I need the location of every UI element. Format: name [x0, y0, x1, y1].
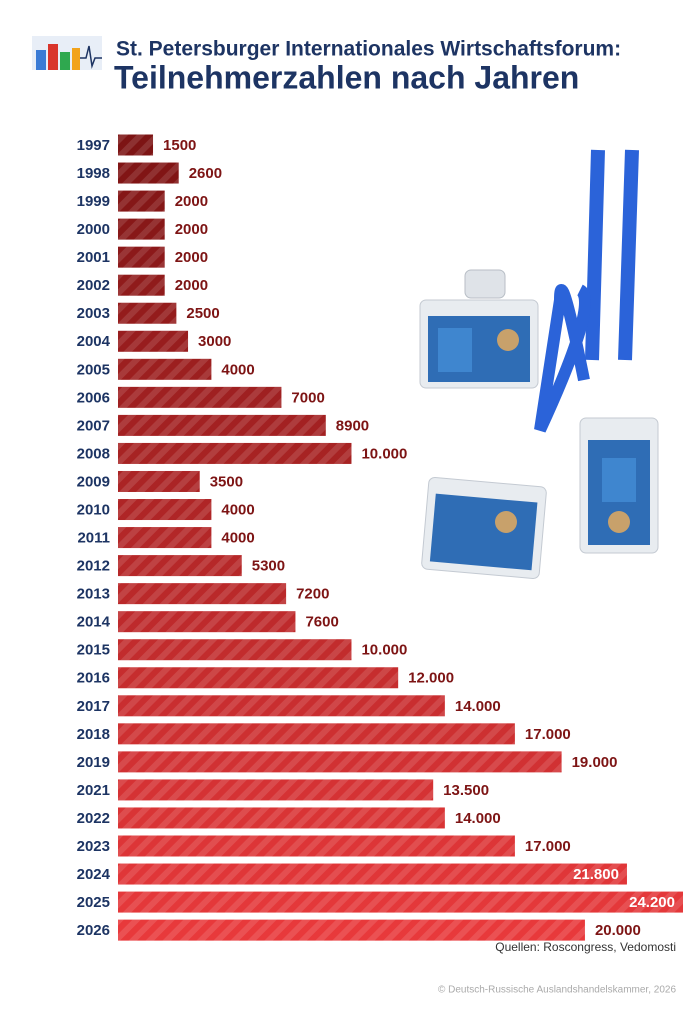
y-tick-label: 2013 — [77, 586, 110, 603]
bar-stripes — [118, 695, 445, 717]
y-tick-label: 2008 — [77, 445, 110, 462]
y-tick-label: 1999 — [77, 193, 110, 210]
bar-stripes — [118, 919, 585, 941]
bar-stripes — [118, 386, 282, 408]
value-label: 10.000 — [361, 642, 407, 659]
y-tick-label: 2007 — [77, 417, 110, 434]
y-tick-label: 2021 — [77, 782, 110, 799]
value-label: 21.800 — [573, 866, 619, 883]
value-label: 17.000 — [525, 726, 571, 743]
value-label: 1500 — [163, 137, 196, 154]
y-tick-label: 2012 — [77, 558, 110, 575]
y-tick-label: 2018 — [77, 726, 110, 743]
value-label: 24.200 — [629, 894, 675, 911]
value-label: 4000 — [221, 361, 254, 378]
bar-stripes — [118, 499, 212, 521]
value-label: 4000 — [221, 501, 254, 518]
bar-stripes — [118, 414, 326, 436]
bar-stripes — [118, 527, 212, 549]
bar-stripes — [118, 218, 165, 240]
bar-stripes — [118, 807, 445, 829]
value-label: 2000 — [175, 193, 208, 210]
bar-stripes — [118, 667, 399, 689]
y-tick-label: 2009 — [77, 473, 110, 490]
y-tick-label: 2019 — [77, 754, 110, 771]
bar-stripes — [118, 246, 165, 268]
y-tick-label: 2015 — [77, 642, 110, 659]
value-label: 14.000 — [455, 810, 501, 827]
y-tick-label: 2022 — [77, 810, 110, 827]
value-label: 8900 — [336, 417, 369, 434]
bar-stripes — [118, 863, 627, 885]
y-tick-label: 2004 — [77, 333, 111, 350]
value-label: 14.000 — [455, 698, 501, 715]
value-label: 2600 — [189, 165, 222, 182]
bar-stripes — [118, 751, 562, 773]
y-tick-label: 2023 — [77, 838, 110, 855]
y-tick-label: 2011 — [77, 530, 110, 547]
bar-stripes — [118, 330, 189, 352]
illustration — [419, 149, 659, 579]
bar-stripes — [118, 639, 352, 661]
value-label: 7200 — [296, 586, 329, 603]
value-label: 19.000 — [572, 754, 618, 771]
bar-stripes — [118, 583, 287, 605]
value-label: 10.000 — [361, 445, 407, 462]
bar-stripes — [118, 611, 296, 633]
bar-stripes — [118, 555, 242, 577]
y-tick-label: 2002 — [77, 277, 110, 294]
y-tick-label: 2026 — [77, 922, 110, 939]
bar-stripes — [118, 302, 177, 324]
bar-stripes — [118, 442, 352, 464]
y-tick-label: 2006 — [77, 389, 110, 406]
bar-stripes — [118, 274, 165, 296]
value-label: 2000 — [175, 277, 208, 294]
bar-stripes — [118, 891, 683, 913]
y-tick-label: 1998 — [77, 165, 110, 182]
value-label: 7000 — [291, 389, 324, 406]
bar-stripes — [118, 470, 200, 492]
y-tick-label: 2024 — [77, 866, 111, 883]
y-tick-label: 2003 — [77, 305, 110, 322]
bar-stripes — [118, 162, 179, 184]
y-tick-label: 2014 — [77, 614, 111, 631]
y-tick-label: 2025 — [77, 894, 110, 911]
value-label: 4000 — [221, 530, 254, 547]
chart-title: St. Petersburger Internationales Wirtsch… — [116, 38, 621, 61]
y-tick-label: 2005 — [77, 361, 110, 378]
bar-stripes — [118, 358, 212, 380]
y-tick-label: 2010 — [77, 501, 110, 518]
value-label: 2000 — [175, 249, 208, 266]
source: Quellen: Roscongress, Vedomosti — [495, 940, 676, 954]
logo — [32, 36, 102, 70]
y-tick-label: 2000 — [77, 221, 110, 238]
value-label: 20.000 — [595, 922, 641, 939]
value-label: 2500 — [186, 305, 219, 322]
y-tick-label: 1997 — [77, 137, 110, 154]
bar-stripes — [118, 190, 165, 212]
chart-subtitle: Teilnehmerzahlen nach Jahren — [114, 59, 579, 95]
value-label: 5300 — [252, 558, 285, 575]
y-tick-label: 2001 — [77, 249, 110, 266]
value-label: 2000 — [175, 221, 208, 238]
y-tick-label: 2016 — [77, 670, 110, 687]
value-label: 17.000 — [525, 838, 571, 855]
value-label: 12.000 — [408, 670, 454, 687]
bar-stripes — [118, 134, 154, 156]
value-label: 3500 — [210, 473, 243, 490]
bar-stripes — [118, 835, 515, 857]
bar-stripes — [118, 779, 434, 801]
copyright: © Deutsch-Russische Auslandshandelskamme… — [438, 985, 676, 996]
value-label: 13.500 — [443, 782, 489, 799]
y-tick-label: 2017 — [77, 698, 110, 715]
value-label: 7600 — [305, 614, 338, 631]
value-label: 3000 — [198, 333, 231, 350]
bar-stripes — [118, 723, 515, 745]
